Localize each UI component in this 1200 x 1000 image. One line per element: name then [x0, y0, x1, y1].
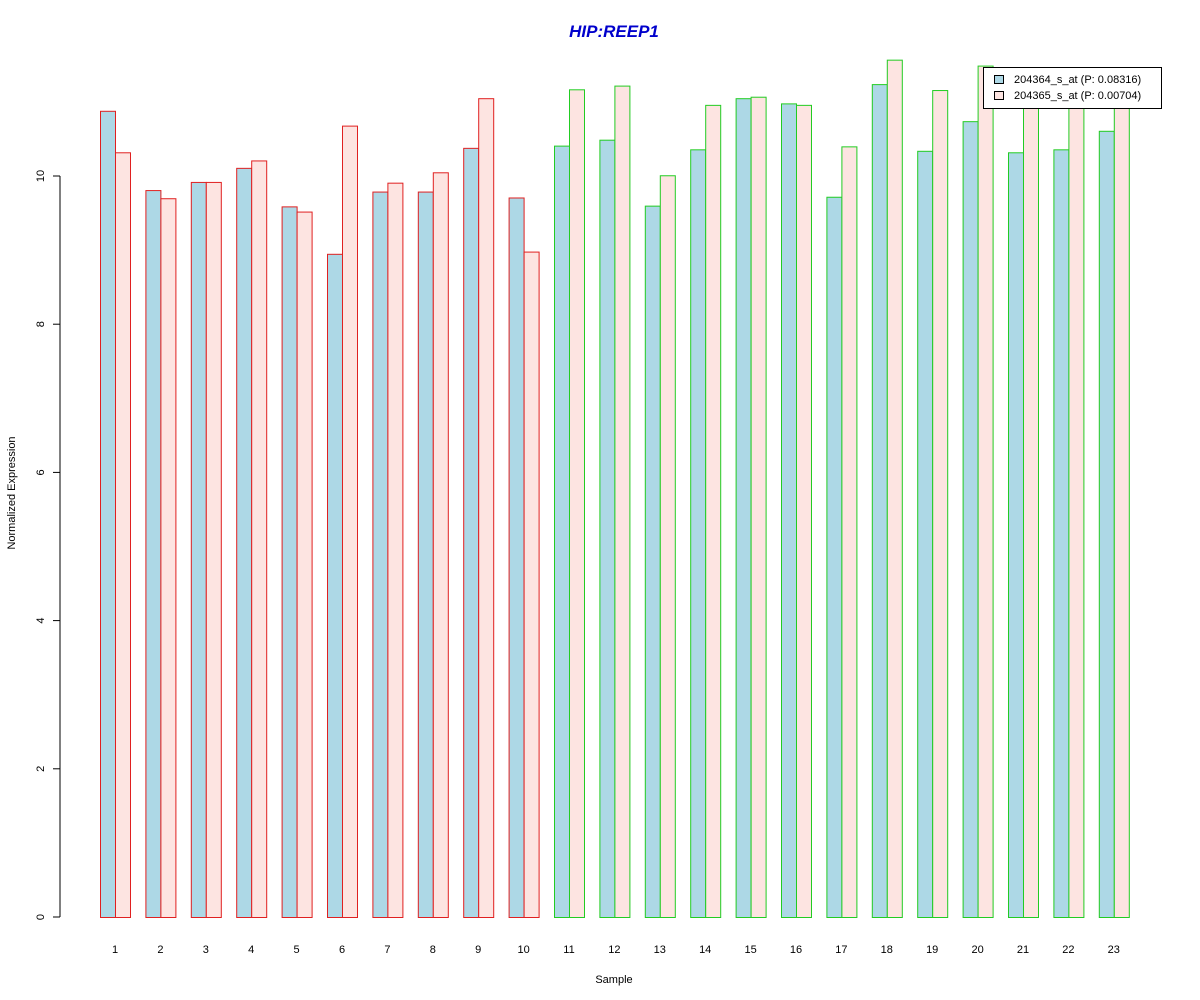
legend-label: 204365_s_at (P: 0.00704)	[1014, 90, 1141, 102]
bar-sample-21-series-1	[1008, 152, 1024, 918]
x-tick-label: 11	[563, 944, 574, 956]
bar-sample-2-series-2	[160, 198, 177, 919]
bar-sample-9-series-2	[478, 98, 495, 918]
bar-sample-16-series-1	[781, 103, 797, 918]
y-tick-label: 4	[35, 618, 47, 624]
bar-sample-1-series-2	[115, 152, 131, 918]
y-axis: 0 2 4 6 8 10	[35, 170, 61, 920]
bar-sample-15-series-1	[735, 98, 752, 918]
x-tick-labels: 1 2 3 4 5 6 7 8 9 10 11 12 13 14 15 16 17 18 19 20 21 22 23	[112, 944, 1120, 956]
y-tick-label: 10	[35, 170, 47, 182]
x-tick-label: 19	[926, 944, 938, 956]
x-tick-label: 14	[699, 944, 711, 956]
bar-sample-3-series-2	[205, 181, 222, 919]
bar-sample-18-series-1	[871, 84, 888, 918]
bar-sample-22-series-1	[1053, 149, 1070, 919]
x-tick-label: 6	[339, 944, 345, 956]
y-tick-label: 2	[35, 766, 47, 772]
bar-sample-20-series-2	[977, 65, 994, 918]
bar-sample-10-series-2	[523, 251, 540, 919]
bar-sample-7-series-2	[387, 182, 404, 918]
y-axis-label: Normalized Expression	[6, 436, 18, 549]
x-tick-label: 17	[835, 944, 847, 956]
bar-sample-6-series-1	[327, 253, 343, 918]
bar-sample-8-series-1	[417, 191, 434, 919]
bar-sample-10-series-1	[508, 197, 525, 918]
x-tick-label: 12	[608, 944, 620, 956]
x-tick-label: 3	[203, 944, 209, 956]
y-tick-label: 6	[35, 469, 47, 475]
bar-sample-23-series-1	[1098, 130, 1115, 918]
bar-sample-5-series-1	[281, 206, 298, 919]
bar-sample-20-series-1	[962, 121, 979, 918]
bar-sample-19-series-2	[932, 90, 949, 918]
bar-sample-7-series-1	[372, 191, 389, 919]
bar-sample-4-series-1	[236, 167, 253, 918]
bars	[100, 59, 1130, 919]
bar-sample-2-series-1	[145, 190, 162, 919]
bar-sample-6-series-2	[342, 125, 358, 918]
x-tick-label: 10	[517, 944, 529, 956]
x-tick-label: 7	[384, 944, 390, 956]
bar-sample-14-series-2	[705, 104, 722, 918]
x-tick-label: 23	[1108, 944, 1120, 956]
x-tick-label: 8	[430, 944, 436, 956]
legend-label: 204364_s_at (P: 0.08316)	[1014, 74, 1141, 86]
x-tick-label: 13	[654, 944, 666, 956]
x-axis-label: Sample	[595, 974, 632, 986]
x-tick-label: 5	[294, 944, 300, 956]
x-tick-label: 20	[971, 944, 983, 956]
y-tick-label: 0	[35, 914, 47, 920]
x-tick-label: 21	[1017, 944, 1029, 956]
x-tick-label: 2	[157, 944, 163, 956]
x-tick-label: 22	[1062, 944, 1074, 956]
bar-sample-11-series-2	[569, 89, 585, 919]
bar-sample-21-series-2	[1023, 104, 1039, 918]
bar-sample-15-series-2	[750, 96, 767, 918]
legend-swatch	[994, 75, 1004, 84]
legend: 204364_s_at (P: 0.08316) 204365_s_at (P: …	[983, 67, 1162, 109]
bar-sample-3-series-1	[190, 181, 207, 919]
x-tick-label: 1	[112, 944, 118, 956]
bar-sample-23-series-2	[1113, 107, 1130, 919]
bar-sample-11-series-1	[554, 145, 570, 918]
x-tick-label: 4	[248, 944, 254, 956]
bar-sample-5-series-2	[296, 211, 313, 918]
bar-sample-18-series-2	[886, 59, 903, 918]
chart-title: HIP:REEP1	[569, 22, 659, 41]
x-tick-label: 15	[744, 944, 756, 956]
bar-sample-16-series-2	[796, 104, 812, 918]
bar-sample-22-series-2	[1068, 104, 1085, 918]
bar-sample-17-series-1	[826, 196, 843, 919]
legend-swatch	[994, 91, 1004, 100]
bar-sample-19-series-1	[917, 150, 934, 918]
bar-sample-4-series-2	[251, 160, 268, 918]
bar-sample-8-series-2	[432, 172, 449, 919]
bar-sample-12-series-1	[599, 139, 616, 919]
x-tick-label: 9	[475, 944, 481, 956]
bar-sample-12-series-2	[614, 85, 631, 918]
bar-sample-9-series-1	[463, 147, 480, 919]
bar-sample-13-series-1	[644, 205, 661, 918]
x-tick-label: 18	[881, 944, 893, 956]
bar-sample-13-series-2	[659, 175, 676, 919]
x-tick-label: 16	[790, 944, 802, 956]
y-tick-label: 8	[35, 321, 47, 327]
bar-sample-17-series-2	[841, 146, 858, 919]
legend-box	[983, 67, 1162, 109]
bar-sample-14-series-1	[690, 149, 707, 919]
bar-sample-1-series-1	[100, 110, 116, 919]
